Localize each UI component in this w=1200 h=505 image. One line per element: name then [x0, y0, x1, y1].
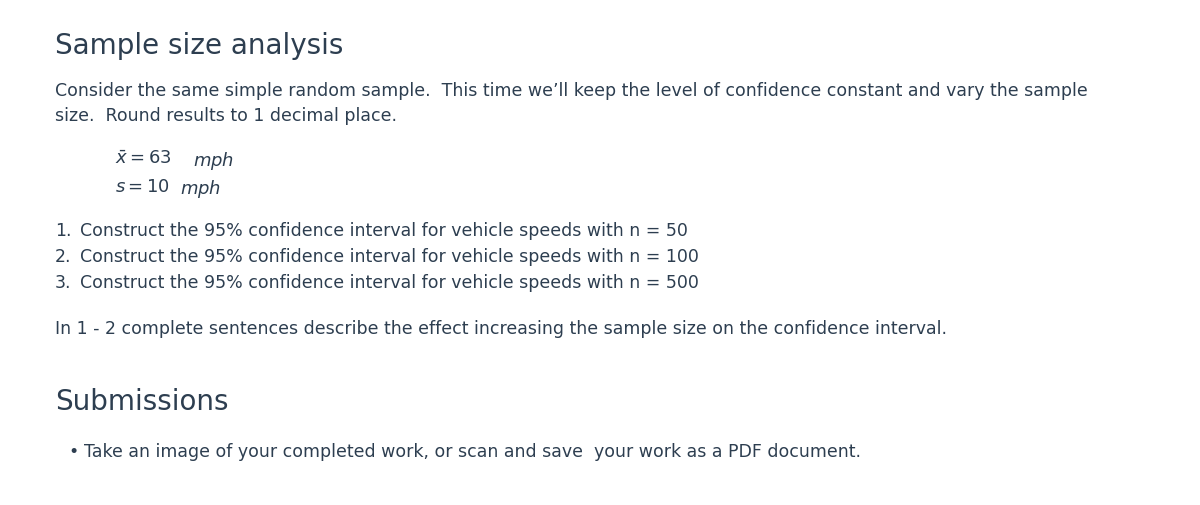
Text: •: •	[68, 443, 78, 461]
Text: Submissions: Submissions	[55, 388, 228, 416]
Text: In 1 - 2 complete sentences describe the effect increasing the sample size on th: In 1 - 2 complete sentences describe the…	[55, 320, 947, 338]
Text: size.  Round results to 1 decimal place.: size. Round results to 1 decimal place.	[55, 107, 397, 125]
Text: Sample size analysis: Sample size analysis	[55, 32, 343, 60]
Text: Take an image of your completed work, or scan and save  your work as a PDF docum: Take an image of your completed work, or…	[84, 443, 862, 461]
Text: Construct the 95% confidence interval for vehicle speeds with n = 500: Construct the 95% confidence interval fo…	[80, 274, 698, 292]
Text: $s = 10$: $s = 10$	[115, 178, 170, 196]
Text: Construct the 95% confidence interval for vehicle speeds with n = 50: Construct the 95% confidence interval fo…	[80, 222, 688, 240]
Text: $mph$: $mph$	[193, 150, 234, 172]
Text: $mph$: $mph$	[180, 178, 221, 200]
Text: 1.: 1.	[55, 222, 72, 240]
Text: 3.: 3.	[55, 274, 72, 292]
Text: $\bar{x} = 63$: $\bar{x} = 63$	[115, 150, 172, 168]
Text: 2.: 2.	[55, 248, 72, 266]
Text: Construct the 95% confidence interval for vehicle speeds with n = 100: Construct the 95% confidence interval fo…	[80, 248, 698, 266]
Text: Consider the same simple random sample.  This time we’ll keep the level of confi: Consider the same simple random sample. …	[55, 82, 1087, 100]
